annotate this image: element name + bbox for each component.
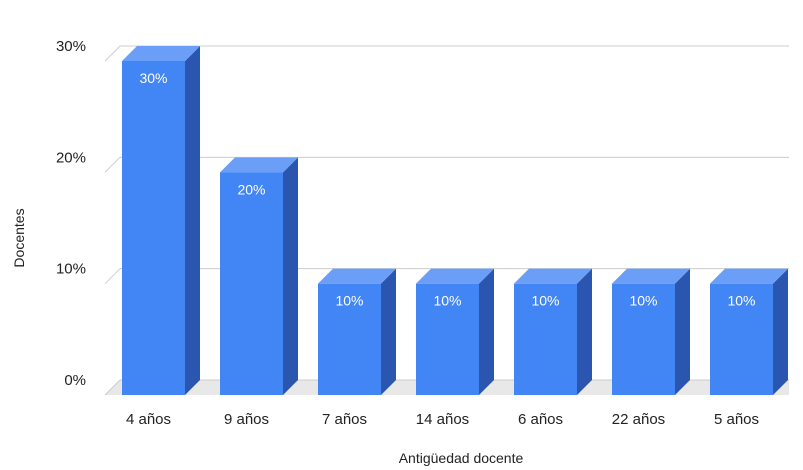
bar-data-label: 20% xyxy=(237,181,265,197)
bar-data-label: 10% xyxy=(727,293,755,309)
bar-data-label: 10% xyxy=(335,293,363,309)
bar: 10% xyxy=(710,268,788,395)
bar-top xyxy=(122,46,200,61)
bar-front xyxy=(514,283,577,395)
x-axis-ticks: 4 años 9 años 7 años 14 años 6 años 22 años 5 … xyxy=(126,411,759,428)
y-axis-ticks: 0% 10% 20% 30% xyxy=(56,38,86,389)
bar: 10% xyxy=(318,268,396,395)
bar-side xyxy=(381,268,396,395)
bar-side xyxy=(283,157,298,395)
bar-data-label: 10% xyxy=(433,293,461,309)
bar-top xyxy=(318,268,396,284)
bars: 30% 20% 10% 10% 10% 10% 10% xyxy=(122,46,788,395)
bar-top xyxy=(514,268,592,284)
bar-top xyxy=(710,268,788,284)
bar-front xyxy=(122,61,185,395)
bar-side xyxy=(675,268,690,395)
x-tick-label: 7 años xyxy=(322,411,367,428)
bar-top xyxy=(612,268,690,284)
bar-data-label: 10% xyxy=(531,293,559,309)
bar-front xyxy=(416,283,479,395)
bar: 10% xyxy=(416,268,494,395)
bar-side xyxy=(773,268,788,395)
bar-side xyxy=(185,46,200,395)
bar-side xyxy=(479,268,494,395)
y-axis-title: Docentes xyxy=(11,208,27,267)
y-tick-label: 10% xyxy=(56,261,86,278)
x-tick-label: 14 años xyxy=(416,411,469,428)
gridline-depth xyxy=(104,268,121,285)
y-tick-label: 0% xyxy=(64,372,86,389)
bar-front xyxy=(710,283,773,395)
gridline-depth xyxy=(104,156,121,173)
bar-front xyxy=(220,172,283,395)
bar: 10% xyxy=(612,268,690,395)
x-tick-label: 9 años xyxy=(224,411,269,428)
gridline-depth xyxy=(104,379,121,396)
x-tick-label: 6 años xyxy=(518,411,563,428)
bar-top xyxy=(220,157,298,173)
gridline-depth xyxy=(104,45,121,62)
x-tick-label: 22 años xyxy=(612,411,665,428)
bar-front xyxy=(318,283,381,395)
bar-data-label: 30% xyxy=(139,70,167,86)
bar: 20% xyxy=(220,157,298,395)
x-axis-title: Antigüedad docente xyxy=(399,450,524,466)
y-tick-label: 20% xyxy=(56,149,86,166)
x-tick-label: 5 años xyxy=(714,411,759,428)
bar-side xyxy=(577,268,592,395)
bar-front xyxy=(612,283,675,395)
bar-top xyxy=(416,268,494,284)
bar: 10% xyxy=(514,268,592,395)
bar: 30% xyxy=(122,46,200,395)
x-tick-label: 4 años xyxy=(126,411,171,428)
y-tick-label: 30% xyxy=(56,38,86,55)
bar-data-label: 10% xyxy=(629,293,657,309)
